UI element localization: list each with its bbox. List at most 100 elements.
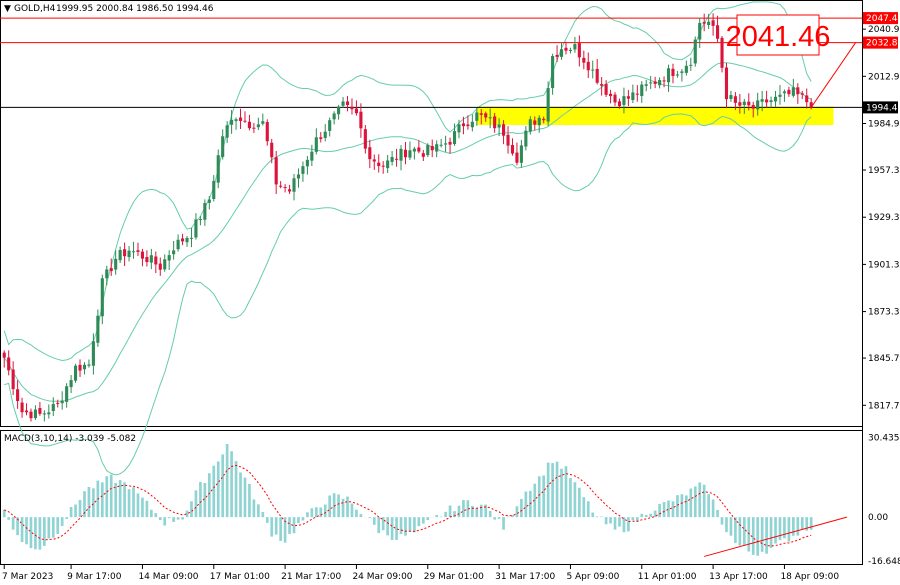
candle-body xyxy=(791,87,795,96)
candle xyxy=(399,145,403,171)
candle xyxy=(56,399,60,408)
candle xyxy=(395,148,399,167)
candle-body xyxy=(751,105,755,109)
candle-body xyxy=(502,124,506,136)
candle-body xyxy=(270,142,274,158)
candle-body xyxy=(60,400,64,404)
candle xyxy=(568,47,572,54)
candle xyxy=(787,86,791,97)
candle xyxy=(270,138,274,164)
candle-body xyxy=(140,251,144,259)
candle xyxy=(265,119,269,146)
candle xyxy=(497,118,501,137)
time-tick-label: 5 Apr 09:00 xyxy=(566,572,619,582)
candle-body xyxy=(506,134,510,146)
candle xyxy=(533,116,537,131)
candle-body xyxy=(439,144,443,146)
candle-body xyxy=(296,174,301,179)
candle-body xyxy=(305,159,309,167)
candle xyxy=(176,234,180,252)
price-tag-bg xyxy=(863,12,898,25)
price-tag-label: 2047.45 xyxy=(866,14,900,24)
candle xyxy=(359,103,363,138)
candle xyxy=(194,213,198,240)
candle-body xyxy=(680,71,684,73)
price-tick-label: 1873.30 xyxy=(868,308,900,318)
candle-body xyxy=(386,160,390,169)
price-tick-label: 1845.70 xyxy=(868,354,900,364)
candle-body xyxy=(421,153,425,157)
candle xyxy=(42,410,46,422)
macd-signal-line xyxy=(3,464,812,547)
candle-body xyxy=(452,131,457,145)
candle xyxy=(65,383,69,408)
candle xyxy=(314,128,318,155)
candle-body xyxy=(470,121,474,128)
candle xyxy=(680,69,684,82)
candle-body xyxy=(466,124,470,127)
candle-body xyxy=(488,117,492,119)
projection-line xyxy=(810,42,857,108)
candle xyxy=(502,120,506,145)
candle-body xyxy=(595,68,599,83)
candle xyxy=(729,90,733,102)
candle-body xyxy=(412,148,416,152)
candle-body xyxy=(724,67,729,100)
candle-body xyxy=(760,99,764,102)
candle-body xyxy=(604,84,608,95)
candle xyxy=(551,53,555,95)
candle-body xyxy=(189,237,194,239)
candle xyxy=(145,250,149,267)
candle-body xyxy=(399,148,403,161)
candle xyxy=(426,143,430,158)
candle xyxy=(693,36,697,67)
candle xyxy=(341,97,345,108)
candle-body xyxy=(131,251,136,253)
candle xyxy=(457,119,461,139)
candle xyxy=(234,117,238,130)
candle-body xyxy=(243,120,247,122)
macd-header-label: MACD(3,10,14) -3.039 -5.082 xyxy=(4,434,136,444)
candle xyxy=(800,90,804,100)
bb-middle xyxy=(3,62,812,402)
candle-body xyxy=(591,69,595,71)
candle xyxy=(207,196,211,210)
candle xyxy=(582,50,586,70)
candle-body xyxy=(577,43,581,58)
candle-body xyxy=(720,37,724,68)
candle-body xyxy=(238,117,243,121)
candle-body xyxy=(444,143,448,145)
candle-body xyxy=(323,131,327,138)
candle xyxy=(769,96,773,108)
candle xyxy=(243,111,247,123)
candle xyxy=(430,139,434,158)
candle xyxy=(738,93,742,114)
candle-body xyxy=(395,158,399,160)
candle-body xyxy=(716,25,720,39)
price-tick-label: 2012.90 xyxy=(868,72,900,82)
price-tag-label: 2032.89 xyxy=(866,39,900,49)
candle-body xyxy=(167,255,171,261)
candle-body xyxy=(524,130,528,147)
candle-body xyxy=(158,263,162,270)
candle xyxy=(216,149,220,189)
candle xyxy=(421,149,425,161)
time-tick-label: 29 Mar 01:00 xyxy=(424,572,484,582)
candle xyxy=(809,98,813,110)
candle-body xyxy=(381,165,385,167)
candle-body xyxy=(711,20,715,26)
price-tag-bg xyxy=(863,101,898,114)
candle-body xyxy=(769,100,773,103)
candle-body xyxy=(332,113,336,120)
candle xyxy=(51,397,55,417)
candle-body xyxy=(301,166,305,174)
candle-body xyxy=(800,93,804,95)
candle xyxy=(555,45,559,62)
chart-menu-triangle[interactable]: ▼ xyxy=(4,4,11,14)
candle-body xyxy=(805,95,809,103)
candles xyxy=(2,13,813,422)
price-tag-label: 1994.46 xyxy=(866,103,900,113)
candle xyxy=(658,77,662,89)
candle-body xyxy=(105,269,109,279)
